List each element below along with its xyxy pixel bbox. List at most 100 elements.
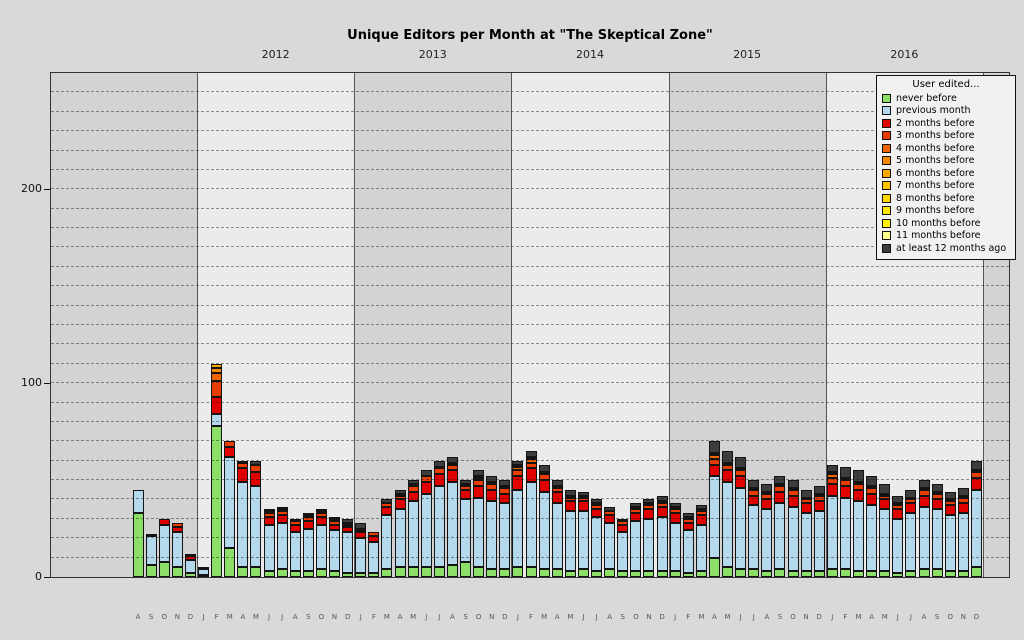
- bar-segment-2012-03: [224, 456, 236, 548]
- bar-segment-2012-04: [237, 462, 249, 469]
- gridline-180: [51, 227, 1009, 229]
- legend-item: never before: [882, 92, 1010, 105]
- bar-segment-2016-10: [944, 499, 956, 502]
- legend-item: 2 months before: [882, 117, 1010, 130]
- bar-segment-2013-03: [381, 499, 393, 504]
- bar-segment-2012-11: [329, 524, 340, 531]
- x-month-label-2016-07: J: [909, 613, 912, 621]
- bar-segment-2015-02: [682, 522, 694, 531]
- x-month-label-2016-09: S: [934, 613, 940, 621]
- bar-segment-2016-01: [826, 472, 838, 475]
- bar-segment-2016-07: [905, 497, 917, 500]
- legend-swatch: [882, 168, 891, 178]
- bar-segment-2014-11: [643, 509, 655, 519]
- bar-segment-2016-12: [970, 478, 982, 490]
- bar-segment-2013-01: [355, 530, 367, 533]
- bar-segment-2013-03: [381, 569, 393, 577]
- bar-segment-2015-04: [708, 476, 720, 558]
- legend-item-label: 6 months before: [896, 167, 975, 179]
- bar-segment-2016-08: [918, 489, 930, 496]
- year-band-2014: [511, 73, 669, 577]
- bar-segment-2012-10: [315, 524, 327, 570]
- bar-segment-2015-10: [787, 489, 799, 496]
- bar-segment-2015-06: [735, 468, 747, 471]
- bar-segment-2015-06: [735, 456, 747, 469]
- x-month-label-2014-06: J: [582, 613, 585, 621]
- bar-segment-2016-12: [970, 472, 982, 479]
- x-month-label-2012-01: J: [202, 613, 205, 621]
- bar-segment-2016-10: [944, 571, 956, 577]
- bar-segment-2016-11: [957, 503, 969, 514]
- bar-segment-2015-03: [695, 514, 707, 525]
- x-month-label-2015-06: J: [739, 613, 742, 621]
- legend-swatch: [882, 93, 891, 103]
- bar-segment-2012-11: [329, 571, 340, 577]
- bar-segment-2014-07: [591, 505, 602, 510]
- bar-segment-2015-04: [708, 452, 720, 455]
- gridline-160: [51, 265, 1009, 267]
- bar-segment-2016-02: [839, 485, 851, 498]
- bar-segment-2011-11: [171, 522, 183, 527]
- bar-segment-2014-10: [630, 503, 642, 508]
- bar-segment-2015-06: [735, 487, 747, 570]
- bar-segment-2012-04: [237, 567, 249, 577]
- gridline-100: [51, 382, 1009, 384]
- legend-item: 9 months before: [882, 205, 1010, 218]
- bar-segment-2013-10: [473, 476, 485, 479]
- bar-segment-2014-12: [656, 501, 668, 504]
- bar-segment-2015-11: [800, 489, 812, 498]
- bar-segment-2011-10: [158, 561, 170, 577]
- bar-segment-2014-06: [577, 511, 589, 570]
- bar-segment-2011-11: [171, 567, 183, 577]
- bar-segment-2012-06: [263, 513, 275, 517]
- bar-segment-2013-06: [420, 476, 432, 483]
- bar-segment-2015-11: [800, 513, 812, 572]
- bar-segment-2012-10: [315, 569, 327, 577]
- bar-segment-2015-08: [761, 571, 773, 577]
- bar-segment-2015-12: [813, 571, 825, 577]
- bar-segment-2012-12: [342, 532, 354, 574]
- bar-segment-2014-10: [630, 507, 642, 510]
- x-month-label-2015-01: J: [674, 613, 677, 621]
- x-month-label-2013-05: M: [410, 613, 417, 621]
- bar-segment-2012-09: [302, 514, 314, 517]
- bar-segment-2015-02: [682, 530, 694, 574]
- bar-segment-2014-10: [630, 571, 642, 577]
- legend-item: previous month: [882, 105, 1010, 118]
- bar-segment-2012-09: [302, 571, 314, 577]
- bar-segment-2013-01: [355, 532, 367, 539]
- bar-segment-2014-04: [551, 480, 563, 486]
- bar-segment-2012-08: [289, 524, 301, 533]
- legend-item-label: 11 months before: [896, 230, 981, 242]
- bar-segment-2015-01: [669, 507, 681, 510]
- gridline-200: [51, 188, 1009, 190]
- bar-segment-2015-04: [708, 441, 720, 453]
- bar-segment-2013-08: [446, 464, 458, 471]
- legend-swatch: [882, 218, 891, 228]
- bar-segment-2015-05: [722, 482, 733, 568]
- year-band-2011: [51, 73, 197, 577]
- bar-segment-2016-11: [957, 571, 969, 577]
- bar-segment-2016-04: [866, 571, 878, 577]
- year-label-2016: 2016: [890, 48, 919, 61]
- bar-segment-2013-08: [446, 565, 458, 577]
- legend-title: User edited...: [912, 79, 980, 90]
- x-month-label-2013-11: N: [489, 613, 495, 621]
- bar-segment-2014-10: [630, 509, 642, 514]
- bar-segment-2016-04: [866, 493, 878, 506]
- bar-segment-2013-11: [486, 481, 498, 484]
- bar-segment-2013-06: [420, 470, 432, 477]
- bar-segment-2016-10: [944, 514, 956, 572]
- bar-segment-2014-09: [617, 571, 629, 577]
- bar-segment-2013-08: [446, 462, 458, 465]
- x-month-label-2015-09: S: [777, 613, 783, 621]
- bar-segment-2016-12: [970, 489, 982, 568]
- bar-segment-2011-12: [184, 573, 196, 577]
- x-month-label-2014-04: A: [554, 613, 560, 621]
- x-month-label-2015-02: F: [686, 613, 691, 621]
- gridline-80: [51, 420, 1009, 422]
- bar-segment-2015-05: [722, 470, 733, 483]
- legend-item: 5 months before: [882, 155, 1010, 168]
- bar-segment-2015-07: [748, 489, 760, 496]
- year-label-2014: 2014: [576, 48, 604, 61]
